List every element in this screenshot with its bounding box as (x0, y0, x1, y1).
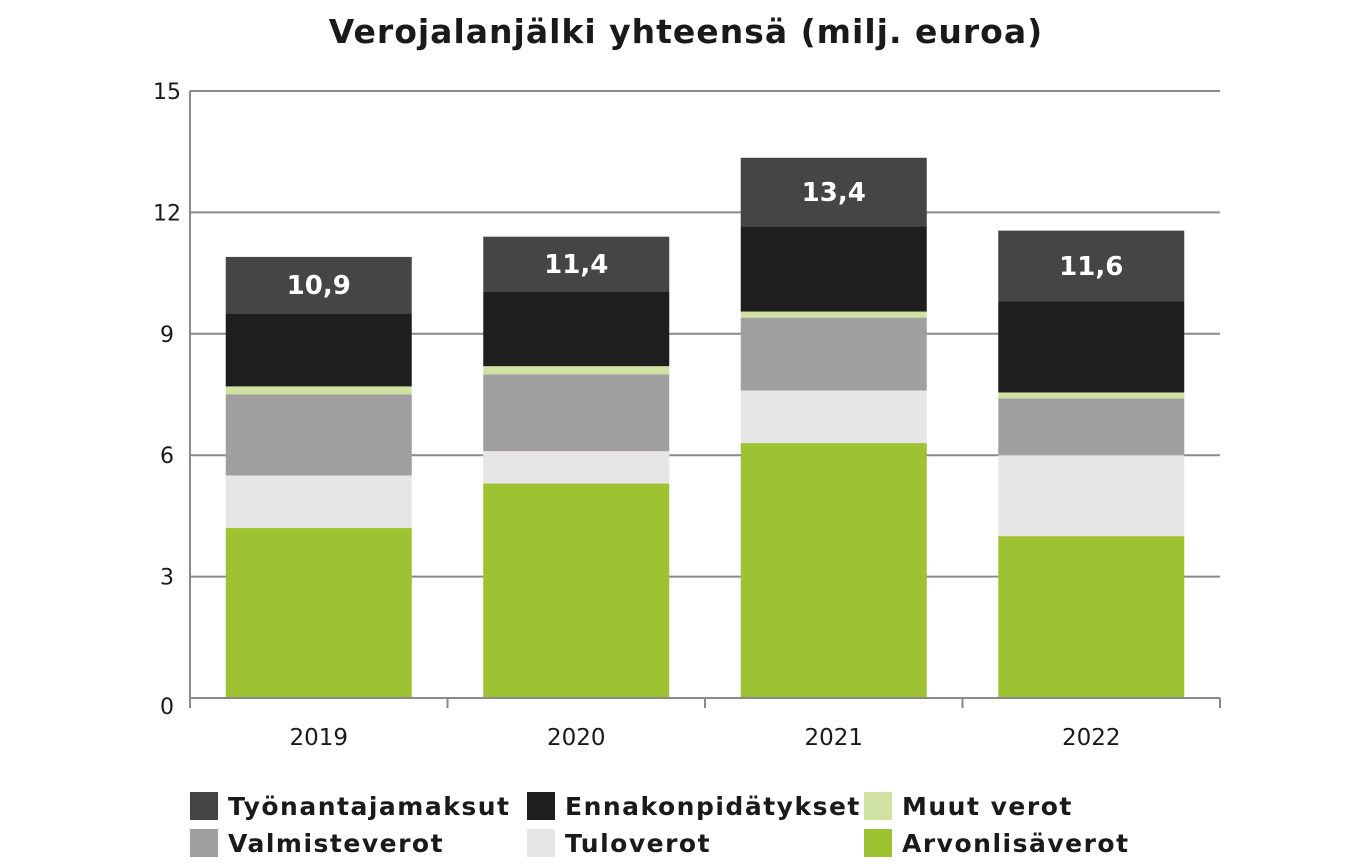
legend-item: Arvonlisäverot (864, 823, 1130, 863)
y-tick-label: 3 (160, 566, 174, 591)
x-tick-label: 2020 (547, 725, 606, 751)
bar-segment (998, 455, 1185, 537)
legend-label: Arvonlisäverot (902, 828, 1130, 858)
y-tick-label: 12 (153, 201, 181, 226)
bar-segment (998, 398, 1185, 456)
bar-segment (225, 386, 412, 395)
legend-item: Muut verot (864, 786, 1073, 826)
chart-title: Verojalanjälki yhteensä (milj. euroa) (328, 12, 1044, 51)
x-tick-label: 2022 (1062, 725, 1121, 751)
legend-item: Tuloverot (527, 823, 711, 863)
y-tick-label: 9 (160, 323, 174, 348)
bar-total-label: 10,9 (287, 271, 351, 301)
bars-layer (225, 157, 1185, 698)
legend-label: Valmisteverot (228, 828, 445, 858)
y-tick-label: 6 (160, 444, 174, 469)
bar-total-label: 11,4 (544, 250, 608, 280)
bar-segment (225, 475, 412, 529)
bar-segment (740, 226, 927, 312)
legend-label: Ennakonpidätykset (565, 791, 861, 821)
legend-label: Työnantajamaksut (228, 791, 511, 821)
y-tick-label: 0 (160, 695, 174, 720)
bar-segment (225, 528, 412, 698)
x-tick-label: 2019 (289, 725, 348, 751)
bar-segment (998, 392, 1185, 399)
bar-segment (483, 291, 670, 367)
bar-segment (225, 313, 412, 387)
bar-segment (740, 443, 927, 698)
bar-segment (483, 236, 670, 292)
legend-swatch (527, 792, 555, 820)
bar-segment (740, 311, 927, 318)
bar-segment (483, 483, 670, 698)
bar-segment (740, 390, 927, 444)
axis-layer: 0 3 6 9 12 15 (153, 80, 1221, 720)
y-tick-label: 15 (153, 80, 181, 105)
bar-segment (483, 374, 670, 452)
legend-label: Tuloverot (565, 828, 712, 858)
legend-swatch (864, 792, 892, 820)
legend-swatch (527, 829, 555, 857)
legend-swatch (190, 829, 218, 857)
legend-label: Muut verot (902, 791, 1073, 821)
bar-segment (740, 157, 927, 227)
legend-swatch (190, 792, 218, 820)
bar-total-label: 11,6 (1059, 252, 1123, 282)
labels-layer: 10,9 2019 11,4 2020 13,4 2021 11,6 2022 (287, 178, 1124, 751)
legend-item: Työnantajamaksut (190, 786, 510, 826)
bar-segment (998, 301, 1185, 393)
bar-segment (483, 451, 670, 484)
bar-segment (483, 366, 670, 375)
legend-swatch (864, 829, 892, 857)
bar-segment (998, 230, 1185, 302)
legend-item: Ennakonpidätykset (527, 786, 861, 826)
bar-total-label: 13,4 (802, 178, 866, 208)
bar-segment (740, 317, 927, 391)
bar-segment (998, 536, 1185, 698)
legend-item: Valmisteverot (190, 823, 444, 863)
x-tick-label: 2021 (804, 725, 863, 751)
bar-segment (225, 256, 412, 314)
bar-segment (225, 394, 412, 476)
